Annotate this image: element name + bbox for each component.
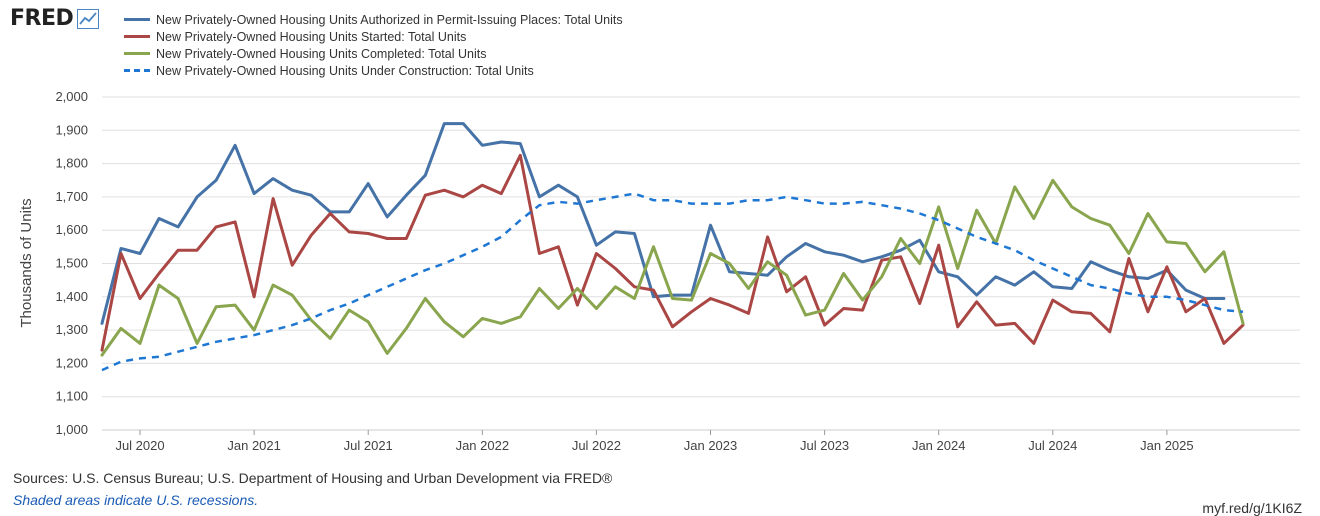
x-tick-label: Jul 2022: [572, 438, 621, 453]
y-tick-label: 2,000: [55, 89, 88, 104]
x-axis-ticks: Jul 2020 Jan 2021 Jul 2021 Jan 2022 Jul 2022…: [115, 430, 1194, 453]
y-tick-label: 1,600: [55, 222, 88, 237]
x-tick-label: Jul 2024: [1028, 438, 1077, 453]
source-note: Sources: U.S. Census Bureau; U.S. Depart…: [13, 470, 613, 486]
fred-logo[interactable]: FRED: [10, 6, 100, 31]
legend-item[interactable]: New Privately-Owned Housing Units Comple…: [124, 45, 623, 62]
short-url[interactable]: myf.red/g/1KI6Z: [1202, 500, 1302, 516]
x-tick-label: Jan 2022: [456, 438, 510, 453]
x-tick-label: Jan 2025: [1140, 438, 1194, 453]
legend-swatch: [124, 69, 150, 72]
x-tick-label: Jul 2021: [344, 438, 393, 453]
y-tick-label: 1,700: [55, 189, 88, 204]
chart: 1,000 1,100 1,200 1,300 1,400 1,500 1,600 1,700…: [18, 89, 1300, 453]
series-lines: [100, 122, 1245, 372]
line-chart-icon: [77, 8, 100, 29]
x-tick-label: Jul 2023: [800, 438, 849, 453]
legend-swatch: [124, 35, 150, 38]
legend-swatch: [124, 18, 150, 21]
x-tick-label: Jan 2024: [912, 438, 966, 453]
series-line-3: [100, 178, 1245, 357]
series-line-1: [100, 122, 1226, 325]
y-tick-label: 1,100: [55, 389, 88, 404]
x-tick-label: Jan 2021: [227, 438, 281, 453]
y-axis-title: Thousands of Units: [18, 198, 35, 327]
legend-swatch: [124, 52, 150, 55]
y-tick-label: 1,500: [55, 256, 88, 271]
legend-item[interactable]: New Privately-Owned Housing Units Starte…: [124, 28, 623, 45]
y-tick-label: 1,000: [55, 422, 88, 437]
y-tick-label: 1,400: [55, 289, 88, 304]
x-tick-label: Jul 2020: [115, 438, 164, 453]
legend-item[interactable]: New Privately-Owned Housing Units Author…: [124, 11, 623, 28]
logo-text: FRED: [10, 6, 74, 31]
legend-label: New Privately-Owned Housing Units Comple…: [156, 46, 487, 61]
y-tick-label: 1,800: [55, 156, 88, 171]
y-tick-label: 1,900: [55, 122, 88, 137]
legend-label: New Privately-Owned Housing Units Under …: [156, 63, 534, 78]
chart-legend: New Privately-Owned Housing Units Author…: [124, 11, 623, 79]
gridlines: [102, 96, 1300, 431]
y-tick-label: 1,300: [55, 322, 88, 337]
recession-note: Shaded areas indicate U.S. recessions.: [13, 492, 259, 508]
series-line-4: [101, 192, 1244, 372]
legend-label: New Privately-Owned Housing Units Author…: [156, 12, 623, 27]
y-axis-tick-labels: 1,000 1,100 1,200 1,300 1,400 1,500 1,600 1,700…: [55, 89, 88, 437]
x-tick-label: Jan 2023: [684, 438, 738, 453]
legend-label: New Privately-Owned Housing Units Starte…: [156, 29, 467, 44]
series-line-2: [100, 153, 1245, 352]
legend-item[interactable]: New Privately-Owned Housing Units Under …: [124, 62, 623, 79]
y-tick-label: 1,200: [55, 355, 88, 370]
